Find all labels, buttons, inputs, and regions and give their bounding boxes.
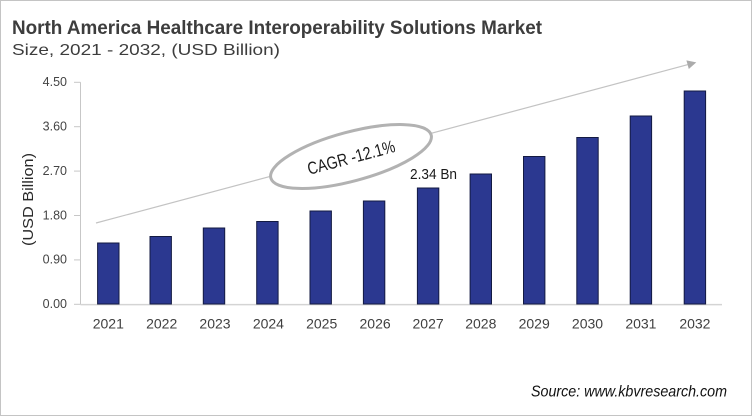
svg-text:2032: 2032: [679, 316, 710, 332]
svg-text:2023: 2023: [199, 316, 230, 332]
svg-text:2027: 2027: [413, 316, 444, 332]
svg-text:3.60: 3.60: [43, 120, 67, 134]
svg-text:1.80: 1.80: [43, 208, 67, 222]
svg-text:(USD Billion): (USD Billion): [21, 153, 37, 246]
svg-text:2031: 2031: [625, 316, 656, 332]
svg-text:North America Healthcare Inter: North America Healthcare Interoperabilit…: [12, 17, 542, 39]
svg-text:0.90: 0.90: [43, 253, 67, 267]
svg-text:4.50: 4.50: [43, 75, 67, 89]
svg-text:2030: 2030: [572, 316, 603, 332]
svg-text:2.70: 2.70: [43, 164, 67, 178]
svg-text:2029: 2029: [519, 316, 550, 332]
svg-text:2.34 Bn: 2.34 Bn: [410, 166, 457, 183]
svg-text:2025: 2025: [306, 316, 337, 332]
svg-text:Size, 2021 - 2032, (USD Billio: Size, 2021 - 2032, (USD Billion): [12, 42, 280, 59]
svg-text:2021: 2021: [93, 316, 124, 332]
svg-text:2026: 2026: [360, 316, 391, 332]
svg-text:0.00: 0.00: [43, 297, 67, 311]
svg-text:2024: 2024: [253, 316, 284, 332]
svg-text:Source: www.kbvresearch.com: Source: www.kbvresearch.com: [531, 384, 727, 401]
svg-text:2028: 2028: [465, 316, 496, 332]
svg-text:2022: 2022: [146, 316, 177, 332]
